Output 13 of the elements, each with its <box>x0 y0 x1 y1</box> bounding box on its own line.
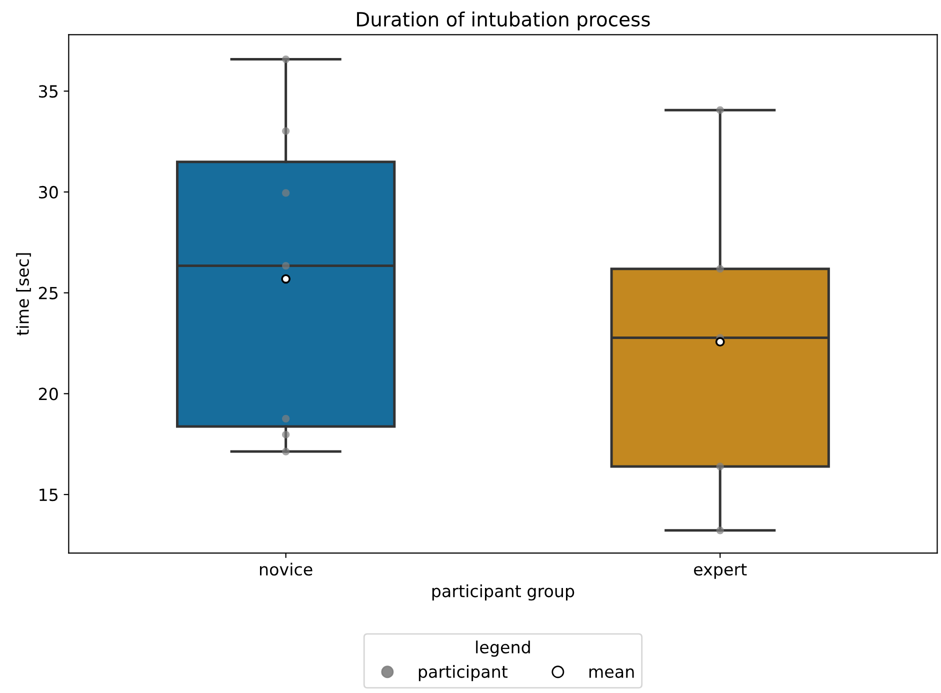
legend-label: mean <box>589 668 634 678</box>
legend-title: legend <box>476 640 530 657</box>
x-axis-title: participant group <box>432 584 574 601</box>
legend-label: participant <box>418 665 508 682</box>
y-tick-label: 15 <box>40 488 58 502</box>
y-tick-label: 35 <box>39 85 58 98</box>
y-tick-label: 30 <box>39 186 58 199</box>
y-tick-label: 25 <box>38 286 58 300</box>
chart-title: Duration of intubation process <box>357 12 650 30</box>
x-tick-label: expert <box>694 564 747 579</box>
y-axis-title: time [sec] <box>16 253 31 336</box>
x-tick-label: novice <box>260 562 312 576</box>
y-tick-label: 20 <box>38 388 58 400</box>
